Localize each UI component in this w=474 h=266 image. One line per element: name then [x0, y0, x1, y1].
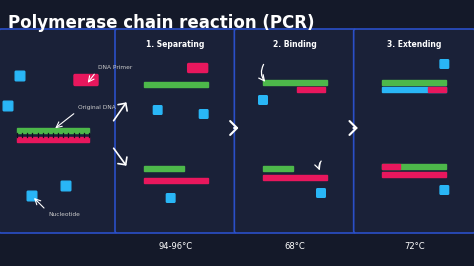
FancyBboxPatch shape [27, 191, 37, 201]
Text: 1. Separating: 1. Separating [146, 40, 205, 49]
Bar [144, 166, 183, 171]
FancyBboxPatch shape [200, 110, 208, 118]
FancyBboxPatch shape [61, 181, 71, 191]
FancyBboxPatch shape [259, 96, 267, 104]
Bar [263, 175, 327, 180]
FancyBboxPatch shape [440, 60, 448, 68]
FancyBboxPatch shape [188, 64, 208, 73]
Text: Nucleotide: Nucleotide [48, 212, 80, 217]
Text: 3. Extending: 3. Extending [387, 40, 441, 49]
Bar [263, 80, 327, 85]
Text: DNA Primer: DNA Primer [98, 65, 132, 70]
Text: 2. Binding: 2. Binding [273, 40, 317, 49]
Bar [144, 178, 208, 183]
Bar [428, 87, 447, 92]
Bar [383, 164, 447, 169]
FancyBboxPatch shape [3, 101, 13, 111]
FancyBboxPatch shape [74, 74, 98, 85]
FancyBboxPatch shape [115, 29, 237, 233]
Text: 72°C: 72°C [404, 242, 425, 251]
Text: Polymerase chain reaction (PCR): Polymerase chain reaction (PCR) [8, 14, 315, 32]
Bar [383, 80, 447, 85]
Bar [144, 82, 208, 87]
Bar [297, 87, 325, 92]
Bar [383, 87, 447, 92]
FancyBboxPatch shape [234, 29, 356, 233]
Bar [17, 137, 89, 142]
FancyBboxPatch shape [166, 194, 175, 202]
Bar [263, 166, 293, 171]
FancyBboxPatch shape [154, 106, 162, 114]
FancyBboxPatch shape [317, 189, 325, 197]
FancyBboxPatch shape [0, 29, 117, 233]
Bar [383, 164, 401, 169]
Text: Original DNA: Original DNA [78, 105, 116, 110]
Bar [17, 128, 89, 133]
Text: 94-96°C: 94-96°C [159, 242, 193, 251]
FancyBboxPatch shape [440, 186, 448, 194]
FancyBboxPatch shape [15, 71, 25, 81]
Text: 68°C: 68°C [284, 242, 305, 251]
Bar [383, 172, 447, 177]
FancyBboxPatch shape [354, 29, 474, 233]
